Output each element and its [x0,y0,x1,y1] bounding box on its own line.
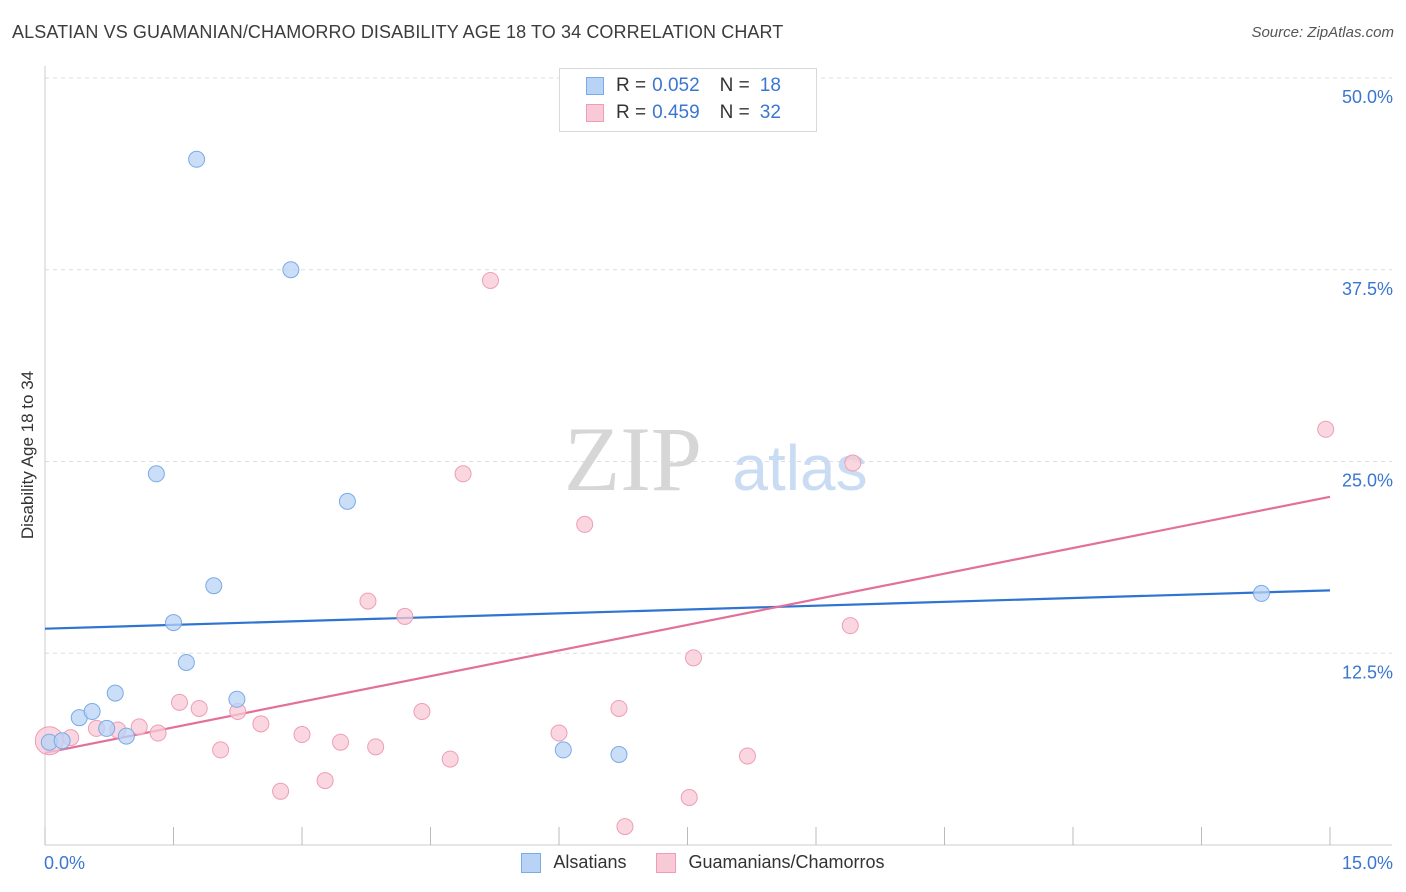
guamanians-point [844,454,862,472]
y-axis-label: Disability Age 18 to 34 [18,370,37,540]
alsatians-trend-line [44,589,1331,630]
trend-lines [44,495,1331,755]
guamanians-point [149,724,167,742]
alsatians-point [282,261,300,279]
correlation-legend: R = 0.052 N = 18 R = 0.459 N = 32 [559,68,817,132]
guamanians-point [680,788,698,806]
source-credit: Source: ZipAtlas.com [1251,24,1394,41]
watermark-atlas: atlas [732,432,867,504]
n-label: N = [719,75,750,96]
guamanians-point [170,693,188,711]
y-tick-label: 12.5% [1342,662,1393,682]
alsatians-point [53,732,71,750]
series-legend: Alsatians Guamanians/Chamorros [0,852,1406,873]
r-label: R = [616,75,647,96]
alsatians-point [1252,584,1270,602]
axes [44,66,1392,846]
alsatians-point [338,492,356,510]
r-label: R = [616,102,647,123]
alsatians-swatch [586,77,604,95]
alsatians-point [205,577,223,595]
alsatians-point [147,465,165,483]
data-points [34,150,1335,836]
n-value: 32 [759,102,781,123]
guamanians-point [454,465,472,483]
y-tick-label: 25.0% [1342,471,1393,491]
x-tick-label: 15.0% [1342,853,1393,873]
guamanians-point [130,718,148,736]
alsatians-legend-swatch [521,852,542,873]
guamanians-point [316,772,334,790]
guamanians-legend-swatch [656,852,677,873]
guamanians-point [576,515,594,533]
alsatians-point [177,653,195,671]
legend-item-alsatians[interactable]: Alsatians [521,852,626,873]
legend-row-alsatians: R = 0.052 N = 18 [586,75,781,97]
guamanians-point [367,738,385,756]
guamanians-point [413,703,431,721]
alsatians-point [610,745,628,763]
guamanians-point [332,733,350,751]
guamanians-point [190,699,208,717]
r-value: 0.052 [652,75,700,96]
alsatians-point [554,741,572,759]
legend-item-guamanians[interactable]: Guamanians/Chamorros [656,852,885,873]
chart-title: ALSATIAN VS GUAMANIAN/CHAMORRO DISABILIT… [12,22,784,42]
tick-labels: 12.5% 25.0% 37.5% 50.0% 0.0% 15.0% [44,87,1393,873]
alsatians-point [228,690,246,708]
x-tick-label: 0.0% [44,853,85,873]
legend-label-alsatians: Alsatians [553,852,627,872]
alsatians-point [83,703,101,721]
alsatians-point [106,684,124,702]
guamanians-point [359,592,377,610]
guamanians-point [293,726,311,744]
guamanians-trend-line [44,495,1331,755]
guamanians-point [550,724,568,742]
y-tick-label: 37.5% [1342,279,1393,299]
n-value: 18 [759,75,781,96]
guamanians-point [841,617,859,635]
n-label: N = [719,102,750,123]
alsatians-point [98,719,116,737]
guamanians-point [616,818,634,836]
r-value: 0.459 [652,102,700,123]
legend-label-guamanians: Guamanians/Chamorros [688,852,885,872]
alsatians-point [117,727,135,745]
guamanians-point [252,715,270,733]
guamanians-point [212,741,230,759]
watermark-zip: ZIP [564,408,702,510]
y-tick-label: 50.0% [1342,87,1393,107]
guamanians-point [272,782,290,800]
guamanians-point [738,747,756,765]
alsatians-point [188,150,206,168]
guamanians-point [481,271,499,289]
alsatians-point [165,614,182,632]
guamanians-point [441,750,459,768]
guamanians-point [684,649,702,667]
guamanians-point [610,699,628,717]
guamanians-point [1317,420,1335,438]
legend-row-guamanians: R = 0.459 N = 32 [586,102,781,124]
guamanians-swatch [586,104,604,122]
grid-lines [45,77,1392,654]
guamanians-point [396,607,414,625]
